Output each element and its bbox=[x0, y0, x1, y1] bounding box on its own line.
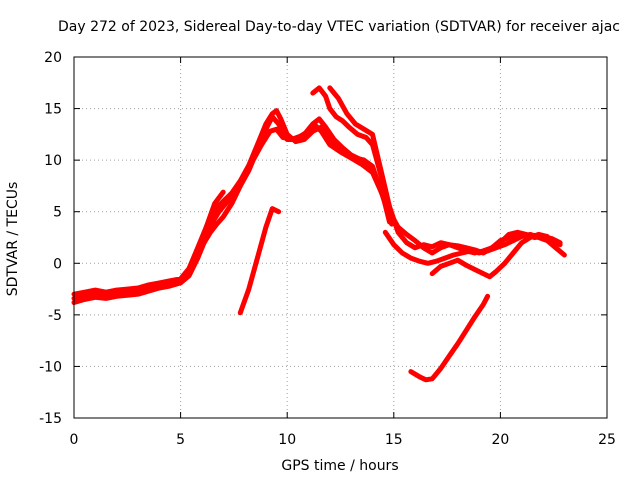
x-tick-label: 0 bbox=[70, 432, 79, 448]
y-tick-label: -15 bbox=[39, 411, 62, 427]
x-tick-label: 5 bbox=[176, 432, 185, 448]
series-arc-3 bbox=[71, 108, 392, 297]
series-arc-2 bbox=[71, 114, 395, 305]
series-arc-7 bbox=[327, 85, 563, 256]
x-axis-label: GPS time / hours bbox=[281, 458, 398, 474]
y-tick-label: 0 bbox=[53, 256, 62, 272]
axis-ticks bbox=[73, 56, 608, 419]
x-tick-label: 25 bbox=[598, 432, 616, 448]
y-tick-labels: -15 -10 -5 0 5 10 15 20 bbox=[39, 50, 62, 427]
y-tick-label: -5 bbox=[48, 308, 62, 324]
y-tick-label: 5 bbox=[53, 205, 62, 221]
x-tick-label: 15 bbox=[385, 432, 403, 448]
y-tick-label: 15 bbox=[44, 102, 62, 118]
series-arc-4 bbox=[195, 189, 226, 261]
series-arc-6 bbox=[310, 85, 563, 256]
y-tick-label: 10 bbox=[44, 153, 62, 169]
plot-frame bbox=[73, 56, 608, 419]
y-axis-label: SDTVAR / TECUs bbox=[5, 182, 21, 297]
x-tick-labels: 0 5 10 15 20 25 bbox=[70, 432, 616, 448]
x-tick-label: 10 bbox=[278, 432, 296, 448]
chart-title: Day 272 of 2023, Sidereal Day-to-day VTE… bbox=[58, 19, 620, 35]
y-tick-label: 20 bbox=[44, 50, 62, 66]
x-tick-label: 20 bbox=[491, 432, 509, 448]
series-arc-5 bbox=[237, 206, 282, 316]
y-tick-label: -10 bbox=[39, 359, 62, 375]
grid-lines bbox=[74, 57, 607, 418]
series-group bbox=[71, 85, 567, 383]
series-arc-9 bbox=[429, 231, 550, 280]
series-arc-10 bbox=[408, 293, 491, 383]
